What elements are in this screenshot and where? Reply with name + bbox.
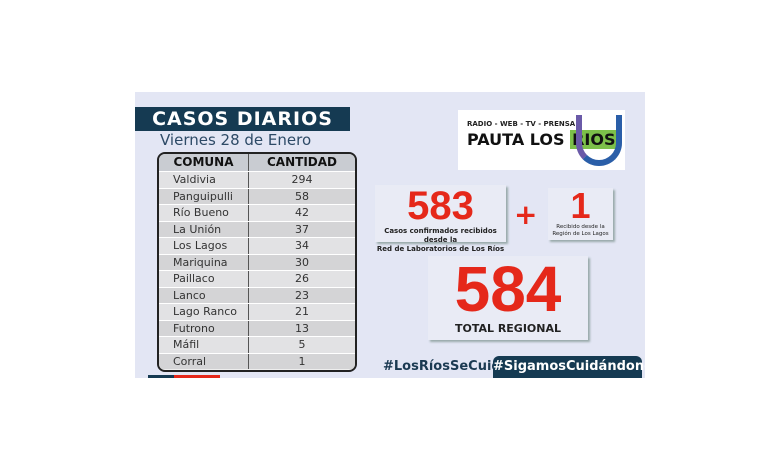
- table-row: Río Bueno 42: [159, 204, 355, 221]
- logo-arc-icon: [576, 115, 622, 166]
- other-caption-1: Recibido desde la: [556, 224, 605, 230]
- table-row: Máfil 5: [159, 336, 355, 353]
- table-row: Futrono 13: [159, 319, 355, 336]
- header-cantidad: CANTIDAD: [267, 155, 337, 169]
- cantidad-cell: 23: [295, 288, 309, 302]
- table-row: La Unión 37: [159, 220, 355, 237]
- cantidad-cell: 37: [295, 222, 309, 236]
- other-region-value: 1: [570, 185, 591, 226]
- cantidad-cell: 42: [295, 206, 309, 219]
- plus-sign: +: [514, 198, 538, 231]
- comuna-cell: Máfil: [159, 337, 249, 353]
- total-box: 584 TOTAL REGIONAL: [428, 256, 588, 340]
- comuna-cell: Lago Ranco: [159, 304, 249, 320]
- cantidad-cell: 34: [295, 239, 309, 252]
- table-row: Valdivia 294: [159, 171, 355, 188]
- cantidad-cell: 26: [295, 272, 309, 285]
- table-row: Paillaco 26: [159, 270, 355, 287]
- table-row: Lanco 23: [159, 286, 355, 303]
- total-caption: TOTAL REGIONAL: [454, 322, 562, 335]
- comuna-cell: Los Lagos: [159, 238, 249, 254]
- comuna-cell: Paillaco: [159, 271, 249, 287]
- header-comuna: COMUNA: [159, 154, 249, 171]
- lab-caption-1: Casos confirmados recibidos desde la: [384, 227, 497, 244]
- hashtag-los-rios: #LosRíosSeCuida: [383, 359, 510, 374]
- lab-cases-box: 583 Casos confirmados recibidos desde la…: [375, 184, 506, 253]
- table-row: Panguipulli 58: [159, 187, 355, 204]
- table-row: Lago Ranco 21: [159, 303, 355, 320]
- comuna-cell: Mariquina: [159, 254, 249, 270]
- cantidad-cell: 294: [291, 173, 313, 186]
- cantidad-cell: 58: [295, 189, 309, 203]
- page-title: CASOS DIARIOS: [135, 107, 350, 131]
- cantidad-cell: 30: [295, 255, 309, 269]
- cantidad-cell: 21: [295, 305, 309, 318]
- other-region-box: 1 Recibido desde la Región de Los Lagos: [548, 188, 613, 240]
- comuna-cell: Futrono: [159, 320, 249, 336]
- lab-cases-value: 583: [407, 184, 474, 228]
- table-row: Los Lagos 34: [159, 237, 355, 254]
- hashtag-sigamos: #SigamosCuidándonos: [493, 356, 661, 378]
- cases-table: COMUNA CANTIDAD Valdivia 294 Panguipulli 58…: [157, 152, 357, 372]
- logo-tagline: RADIO - WEB - TV - PRENSA: [467, 120, 576, 128]
- pauta-los-rios-logo: RADIO - WEB - TV - PRENSA PAUTA LOS RIOS: [458, 110, 625, 170]
- comuna-cell: Valdivia: [159, 172, 249, 188]
- comuna-cell: Río Bueno: [159, 205, 249, 221]
- comuna-cell: La Unión: [159, 221, 249, 237]
- table-header: COMUNA CANTIDAD: [159, 154, 355, 171]
- logo-name-a: PAUTA LOS: [467, 130, 571, 149]
- comuna-cell: Panguipulli: [159, 188, 249, 204]
- table-row: Mariquina 30: [159, 253, 355, 270]
- navy-accent-bar: [148, 375, 174, 378]
- cantidad-cell: 1: [298, 354, 306, 368]
- total-value: 584: [454, 253, 562, 325]
- cantidad-cell: 13: [295, 321, 309, 335]
- comuna-cell: Lanco: [159, 287, 249, 303]
- red-accent-bar: [174, 375, 220, 378]
- lab-caption-2: Red de Laboratorios de Los Ríos: [376, 245, 505, 253]
- table-row: Corral 1: [159, 352, 355, 369]
- cantidad-cell: 5: [298, 338, 306, 351]
- other-caption-2: Región de Los Lagos: [552, 231, 609, 237]
- date-label: Viernes 28 de Enero: [160, 131, 312, 149]
- comuna-cell: Corral: [159, 353, 249, 369]
